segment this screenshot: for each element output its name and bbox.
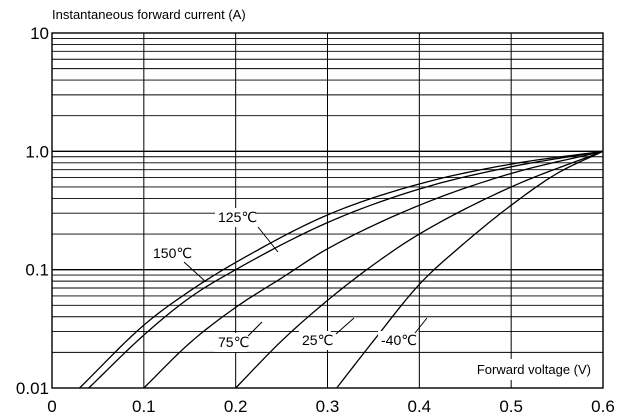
series-label: 150℃ (153, 245, 192, 261)
series-label: 125℃ (218, 209, 257, 225)
series-leader-line (257, 226, 279, 253)
y-axis-label: Instantaneous forward current (A) (52, 7, 246, 22)
series-label-backgrounds (150, 208, 419, 352)
x-tick-label: 0 (47, 397, 56, 416)
x-tick-label: 0.6 (591, 397, 615, 416)
plot-frame (51, 32, 604, 389)
series-leader-line (247, 321, 263, 337)
x-axis-label-background (472, 359, 595, 380)
series-label: -40℃ (381, 332, 417, 348)
x-tick-label: 0.4 (408, 397, 432, 416)
series-label-bg (299, 331, 331, 350)
series-label-bg (215, 333, 247, 352)
y-tick-label: 1.0 (25, 142, 49, 161)
x-tick-label: 0.1 (132, 397, 156, 416)
y-tick-label: 10 (30, 24, 49, 43)
chart-grid (52, 33, 603, 388)
series-label: 75℃ (218, 334, 249, 350)
chart-curves (79, 150, 604, 389)
series-leader-line (183, 261, 207, 283)
series-leader-line (335, 317, 355, 335)
x-tick-label: 0.5 (499, 397, 523, 416)
series-line (235, 150, 604, 389)
y-tick-label: 0.1 (25, 261, 49, 280)
series-line (79, 150, 604, 389)
x-tick-label: 0.2 (224, 397, 248, 416)
series-labels: 150℃ 125℃ 75℃ 25℃ -40℃ (153, 209, 428, 350)
x-axis-label: Forward voltage (V) (477, 362, 591, 377)
series-line (143, 150, 604, 389)
series-label-bg (378, 331, 419, 350)
series-label: 25℃ (302, 332, 333, 348)
y-tick-label: 0.01 (16, 379, 49, 398)
series-label-bg (150, 244, 191, 263)
chart-ticks: 0 0.1 0.2 0.3 0.4 0.5 0.6 0.01 0.1 1.0 10 (16, 24, 615, 416)
series-line (88, 150, 604, 389)
x-tick-label: 0.3 (316, 397, 340, 416)
series-label-bg (215, 208, 256, 227)
series-leader-line (414, 317, 428, 334)
